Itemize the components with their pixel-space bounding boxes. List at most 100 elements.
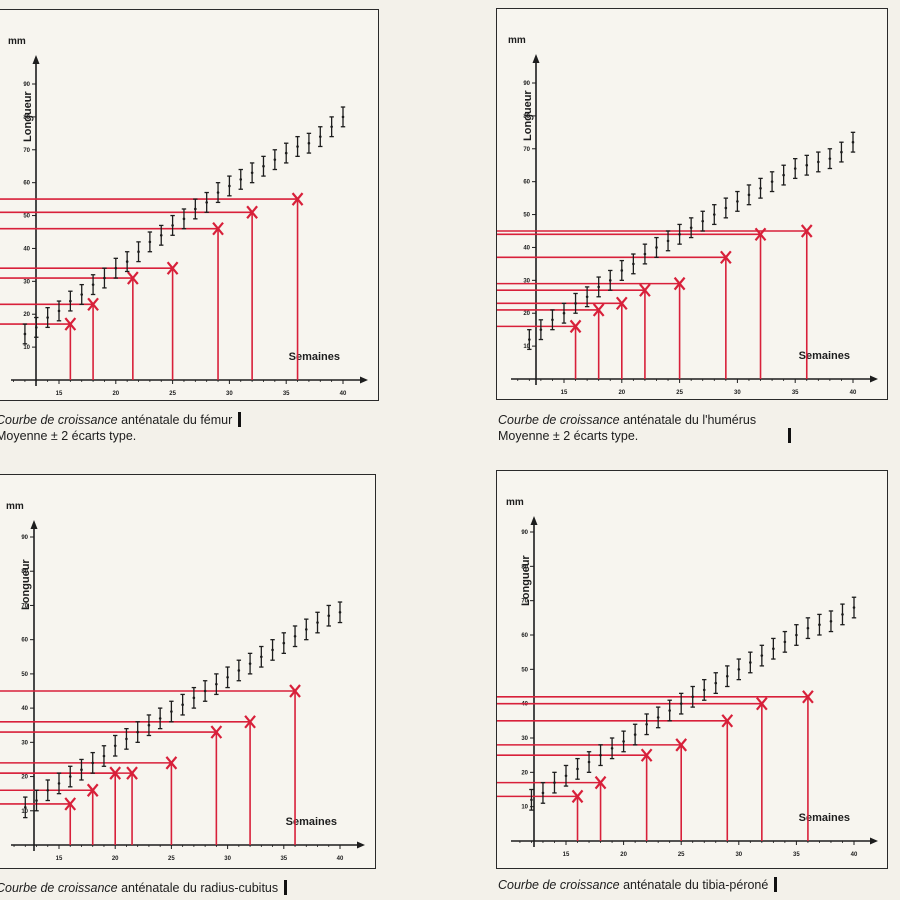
caption-tibia-italic: Courbe de croissance bbox=[498, 878, 620, 892]
humerus-x-tick-label: 30 bbox=[734, 390, 741, 396]
humerus-reference-point bbox=[608, 269, 613, 291]
caption-radius-rest: anténatale du radius-cubitus bbox=[117, 881, 279, 895]
femur-reference-point bbox=[204, 191, 209, 213]
chart-femur: 10 20 30 40 50 60 70 80 90 15 20 25 30 35 40 mm Longueur… bbox=[0, 9, 379, 401]
tibia-reference-point bbox=[702, 678, 707, 701]
radius-x-axis-arrow bbox=[357, 841, 365, 849]
femur-y-label: Longueur bbox=[22, 91, 34, 142]
radius-y-tick-label: 80 bbox=[21, 569, 28, 575]
tibia-y-axis-arrow bbox=[530, 516, 538, 525]
humerus-x-tick-label: 15 bbox=[561, 390, 568, 396]
humerus-y-tick-label: 60 bbox=[523, 180, 530, 186]
radius-reference-point bbox=[281, 632, 286, 655]
chart-femur-plot: 10 20 30 40 50 60 70 80 90 15 20 25 30 35 40 mm Longueur… bbox=[0, 36, 368, 397]
humerus-y-tick-label: 70 bbox=[523, 147, 530, 153]
radius-x-tick-label: 25 bbox=[168, 856, 175, 862]
caption-humerus-rest: anténatale du l'humérus bbox=[619, 413, 757, 427]
radius-measure-point bbox=[64, 797, 77, 811]
humerus-reference-point bbox=[538, 319, 544, 341]
tibia-reference-point bbox=[621, 730, 626, 753]
radius-reference-point bbox=[214, 673, 219, 696]
femur-y-tick-label: 50 bbox=[23, 214, 30, 220]
femur-measure-point bbox=[291, 192, 304, 206]
tibia-reference-point bbox=[655, 706, 661, 729]
humerus-reference-point bbox=[723, 197, 729, 219]
humerus-reference-point bbox=[688, 217, 694, 239]
humerus-reference-point bbox=[527, 329, 532, 351]
femur-measure-point bbox=[212, 222, 224, 236]
radius-reference-point bbox=[90, 751, 95, 774]
tibia-y-tick-label: 70 bbox=[521, 599, 528, 605]
caption-radius-italic: Courbe de croissance bbox=[0, 881, 118, 895]
radius-reference-point bbox=[23, 796, 28, 819]
tibia-y-label: Longueur bbox=[520, 555, 532, 606]
humerus-reference-point bbox=[642, 243, 648, 265]
caption-tibia: Courbe de croissance anténatale du tibia… bbox=[498, 877, 778, 893]
tibia-reference-point bbox=[690, 685, 695, 708]
femur-reference-point bbox=[56, 300, 62, 322]
radius-reference-point bbox=[157, 707, 163, 730]
tibia-y-tick-label: 40 bbox=[521, 702, 528, 708]
tibia-x-tick-label: 30 bbox=[735, 852, 742, 858]
radius-x-tick-label: 30 bbox=[224, 856, 231, 862]
tibia-reference-point bbox=[782, 630, 788, 653]
femur-reference-point bbox=[22, 323, 28, 345]
radius-y-axis-arrow bbox=[30, 520, 38, 529]
caption-femur-italic: Courbe de croissance bbox=[0, 413, 118, 427]
tibia-measure-point bbox=[802, 690, 814, 704]
femur-reference-point bbox=[113, 257, 118, 279]
femur-measure-point bbox=[246, 205, 258, 219]
humerus-y-tick-label: 10 bbox=[523, 344, 530, 350]
radius-reference-point bbox=[191, 686, 197, 709]
femur-reference-point bbox=[181, 208, 187, 230]
femur-measure-point bbox=[166, 261, 179, 275]
humerus-y-unit: mm bbox=[508, 35, 526, 46]
radius-reference-point bbox=[236, 659, 242, 682]
tibia-reference-point bbox=[632, 723, 638, 746]
femur-reference-point bbox=[102, 267, 107, 289]
radius-reference-point bbox=[68, 765, 73, 788]
humerus-measure-point bbox=[615, 296, 628, 311]
tibia-reference-point bbox=[736, 658, 741, 681]
femur-reference-point bbox=[238, 168, 243, 190]
humerus-reference-point bbox=[619, 259, 624, 281]
femur-y-tick-label: 60 bbox=[23, 181, 30, 187]
chart-tibia-plot: 10 20 30 40 50 60 70 80 90 15 20 25 30 35 40 mm Longueur… bbox=[497, 497, 878, 858]
tibia-reference-point bbox=[771, 637, 776, 660]
radius-y-tick-label: 20 bbox=[21, 775, 28, 781]
tibia-reference-point bbox=[575, 757, 580, 780]
humerus-measure-point bbox=[673, 276, 686, 291]
humerus-reference-point bbox=[816, 151, 821, 173]
tibia-reference-point bbox=[529, 788, 534, 811]
radius-measure-point bbox=[165, 756, 178, 770]
humerus-measure-point bbox=[754, 227, 767, 241]
femur-x-tick-label: 25 bbox=[169, 391, 176, 397]
tibia-reference-point bbox=[552, 771, 557, 794]
tibia-reference-point bbox=[679, 692, 684, 715]
tibia-x-tick-label: 20 bbox=[620, 852, 627, 858]
radius-reference-point bbox=[315, 611, 320, 634]
radius-reference-point bbox=[34, 789, 39, 812]
humerus-reference-point bbox=[665, 230, 671, 252]
radius-reference-point bbox=[101, 745, 107, 767]
femur-reference-point bbox=[68, 290, 73, 312]
tibia-reference-point bbox=[667, 699, 672, 722]
radius-reference-point bbox=[135, 721, 140, 743]
tibia-reference-point bbox=[713, 672, 718, 695]
femur-reference-point bbox=[284, 142, 289, 164]
tibia-reference-point bbox=[644, 713, 649, 736]
femur-reference-point bbox=[272, 149, 278, 171]
femur-y-tick-label: 20 bbox=[23, 312, 30, 318]
femur-measure-point bbox=[126, 271, 139, 285]
femur-reference-point bbox=[227, 175, 232, 197]
chart-tibia: 10 20 30 40 50 60 70 80 90 15 20 25 30 35 40 mm Longueur… bbox=[496, 470, 888, 869]
tibia-y-tick-label: 60 bbox=[521, 633, 528, 639]
tibia-reference-point bbox=[598, 744, 603, 767]
femur-x-axis-arrow bbox=[360, 376, 368, 384]
radius-y-tick-label: 30 bbox=[21, 740, 28, 746]
radius-y-tick-label: 40 bbox=[21, 706, 28, 712]
humerus-x-tick-label: 25 bbox=[676, 390, 683, 396]
femur-reference-point bbox=[340, 106, 346, 128]
caption-femur-rest: anténatale du fémur bbox=[117, 413, 233, 427]
chart-radius: 102030405060708090152025303540mmLongueur… bbox=[0, 474, 376, 869]
